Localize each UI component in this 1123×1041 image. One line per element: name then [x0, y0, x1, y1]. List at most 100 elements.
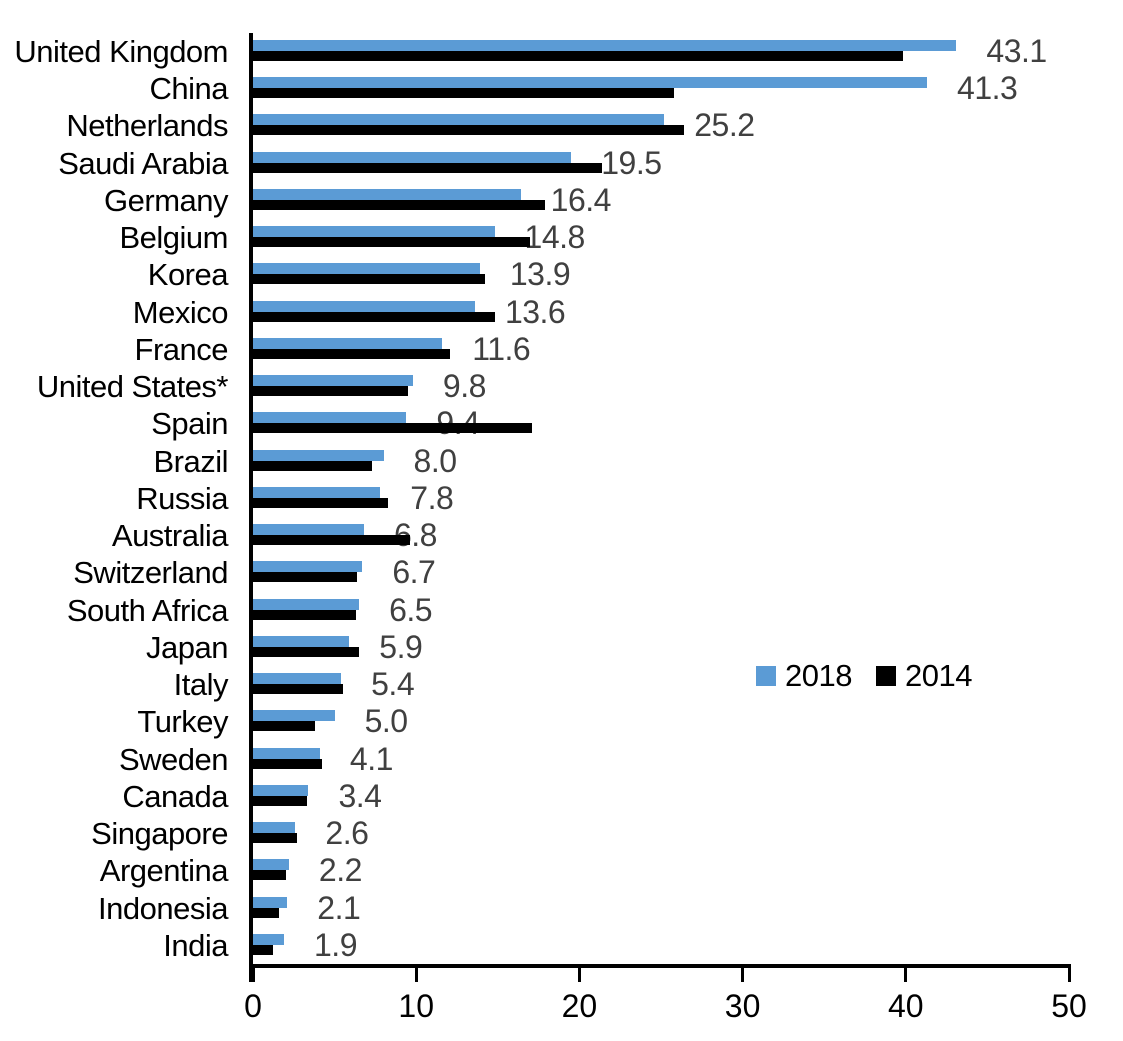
bar-2014	[253, 497, 389, 508]
bar-2018	[253, 710, 335, 722]
legend-label-2018: 2018	[785, 658, 852, 693]
value-label: 8.0	[413, 442, 457, 479]
value-label: 2.1	[317, 889, 361, 926]
bar-2014	[253, 199, 546, 210]
bar-2018	[253, 412, 407, 424]
category-label: Saudi Arabia	[58, 145, 228, 181]
value-label: 43.1	[986, 33, 1047, 69]
legend-item-2014: 2014	[875, 656, 972, 696]
bar-2014	[253, 51, 903, 61]
value-label: 19.5	[601, 144, 662, 181]
value-label: 1.9	[314, 926, 357, 963]
value-label: 5.0	[364, 703, 408, 740]
bar-2018	[253, 524, 364, 536]
category-label: France	[134, 331, 229, 367]
bar-2018	[253, 114, 665, 126]
bar-2014	[253, 423, 533, 434]
category-label: United Kingdom	[14, 34, 228, 69]
legend-swatch-2014	[875, 666, 896, 686]
value-label: 2.6	[325, 815, 369, 852]
category-label: United States*	[36, 369, 229, 405]
bar-2014	[253, 88, 675, 99]
bar-2014	[253, 125, 684, 136]
bar-2014	[253, 870, 286, 881]
bar-2014	[253, 460, 373, 471]
bar-2014	[253, 311, 495, 322]
x-axis-tick	[414, 968, 418, 982]
bar-2018	[253, 486, 381, 498]
category-label: India	[163, 927, 228, 963]
category-label: Russia	[136, 480, 228, 516]
bar-2018	[253, 151, 572, 163]
bar-2018	[253, 747, 320, 759]
bar-2014	[253, 572, 358, 583]
value-label: 5.4	[371, 666, 415, 703]
x-axis-tick-label: 0	[244, 988, 262, 1024]
x-axis-tick	[577, 968, 581, 982]
bar-2018	[253, 822, 296, 834]
value-label: 7.8	[410, 479, 454, 516]
value-label: 2.2	[318, 852, 362, 889]
value-label: 11.6	[472, 330, 531, 367]
category-label: Netherlands	[66, 108, 228, 144]
bar-2018	[253, 337, 443, 349]
value-label: 6.7	[392, 554, 436, 591]
bar-2018	[253, 673, 342, 685]
value-label: 25.2	[694, 107, 755, 144]
value-label: 9.8	[442, 368, 486, 405]
category-label: South Africa	[66, 592, 229, 628]
x-axis-tick	[741, 968, 745, 982]
category-label: Brazil	[153, 443, 228, 479]
bar-2014	[253, 833, 298, 844]
value-label: 5.9	[379, 628, 423, 665]
category-label: Korea	[147, 257, 229, 293]
x-axis-tick-label: 10	[398, 988, 434, 1024]
value-label: 13.6	[504, 293, 566, 330]
x-axis-tick-label: 30	[724, 988, 761, 1024]
value-label: 16.4	[550, 181, 612, 218]
bar-2018	[253, 263, 480, 275]
category-label: Indonesia	[98, 890, 228, 926]
bar-2018	[253, 40, 957, 51]
bar-2014	[253, 274, 485, 285]
category-label: Switzerland	[73, 555, 228, 591]
legend-item-2018: 2018	[756, 656, 852, 696]
bar-2014	[253, 237, 531, 248]
category-label: Turkey	[137, 704, 228, 740]
legend-label-2014: 2014	[904, 658, 972, 693]
category-label: Sweden	[118, 741, 229, 777]
x-axis-tick-label: 50	[1051, 988, 1087, 1024]
value-label: 4.1	[349, 740, 393, 777]
legend-swatch-2018	[756, 666, 776, 686]
bar-2018	[253, 784, 309, 796]
category-label: Spain	[151, 406, 228, 442]
category-label: Canada	[122, 778, 228, 814]
bar-2018	[253, 859, 289, 871]
bar-2018	[253, 300, 475, 312]
bar-2014	[253, 907, 280, 918]
x-axis-tick-label: 20	[561, 988, 598, 1024]
bar-2014	[253, 721, 316, 732]
bar-2014	[253, 162, 603, 173]
value-label: 41.3	[957, 70, 1018, 107]
bar-2018	[253, 375, 413, 387]
category-label: Germany	[104, 182, 228, 218]
value-label: 3.4	[338, 777, 382, 814]
category-label: China	[149, 71, 229, 107]
category-label: Japan	[146, 629, 228, 665]
bar-2018	[253, 449, 384, 461]
bar-2018	[253, 896, 288, 908]
bar-2014	[253, 795, 307, 806]
bar-2014	[253, 609, 356, 620]
category-label: Argentina	[99, 853, 229, 889]
bar-2018	[253, 598, 360, 610]
bar-2014	[253, 646, 360, 657]
bar-2018	[253, 933, 284, 945]
value-label: 13.9	[509, 256, 571, 293]
y-axis-line	[249, 33, 253, 982]
x-axis-tick	[904, 968, 908, 982]
bar-2014	[253, 758, 322, 769]
bar-2018	[253, 188, 521, 200]
value-label: 6.5	[389, 591, 433, 628]
